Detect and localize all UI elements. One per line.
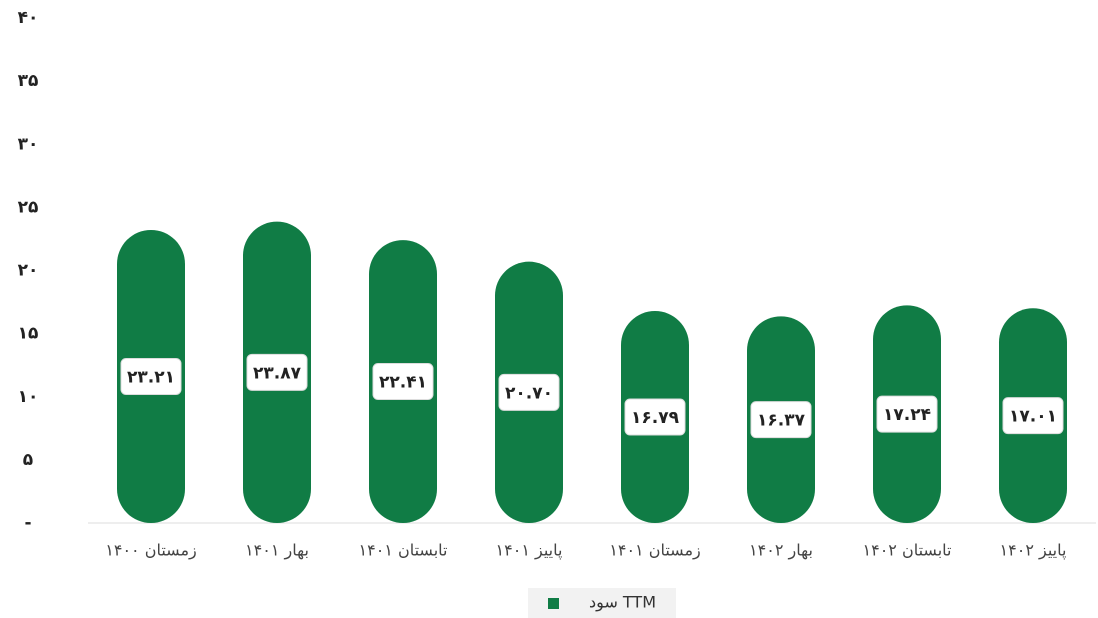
value-label: ۱۷.۲۴ <box>883 405 931 425</box>
value-label: ۲۳.۸۷ <box>253 363 302 383</box>
x-tick-label: پاییز ۱۴۰۲ <box>1000 541 1067 561</box>
value-label-box <box>120 357 182 395</box>
y-tick-label: ۴۰ <box>18 8 39 28</box>
y-tick-label: ۱۵ <box>18 324 39 344</box>
y-tick-label: ۵ <box>23 450 33 470</box>
x-tick-label: زمستان ۱۴۰۰ <box>105 541 196 561</box>
x-tick-label: زمستان ۱۴۰۱ <box>609 541 700 561</box>
value-label: ۲۰.۷۰ <box>505 383 553 403</box>
value-label-box <box>750 401 812 439</box>
y-tick-label: ۳۰ <box>18 134 39 154</box>
value-label: ۱۶.۷۹ <box>631 408 680 428</box>
value-label-box <box>372 363 434 401</box>
y-tick-label: ۲۵ <box>18 197 39 217</box>
value-label-box <box>876 395 938 433</box>
y-tick-label: ۳۵ <box>18 71 39 91</box>
value-label-box <box>498 373 560 411</box>
value-label-box <box>1002 397 1064 435</box>
legend-label: سود TTM <box>589 593 656 613</box>
y-tick-label: ۲۰ <box>18 261 39 281</box>
value-label: ۲۳.۲۱ <box>127 367 175 387</box>
y-tick-label: ۱۰ <box>18 387 39 407</box>
x-tick-label: تابستان ۱۴۰۲ <box>863 541 952 560</box>
value-label-box <box>246 353 308 391</box>
x-tick-label: بهار ۱۴۰۱ <box>245 541 309 561</box>
value-label: ۱۷.۰۱ <box>1009 407 1057 427</box>
legend-swatch <box>548 598 559 609</box>
y-tick-label: - <box>24 513 31 533</box>
value-label-box <box>624 398 686 436</box>
value-label: ۱۶.۳۷ <box>757 411 806 431</box>
x-tick-label: بهار ۱۴۰۲ <box>749 541 813 561</box>
x-tick-label: تابستان ۱۴۰۱ <box>359 541 448 560</box>
x-tick-label: پاییز ۱۴۰۱ <box>496 541 563 561</box>
value-label: ۲۲.۴۱ <box>379 373 427 393</box>
